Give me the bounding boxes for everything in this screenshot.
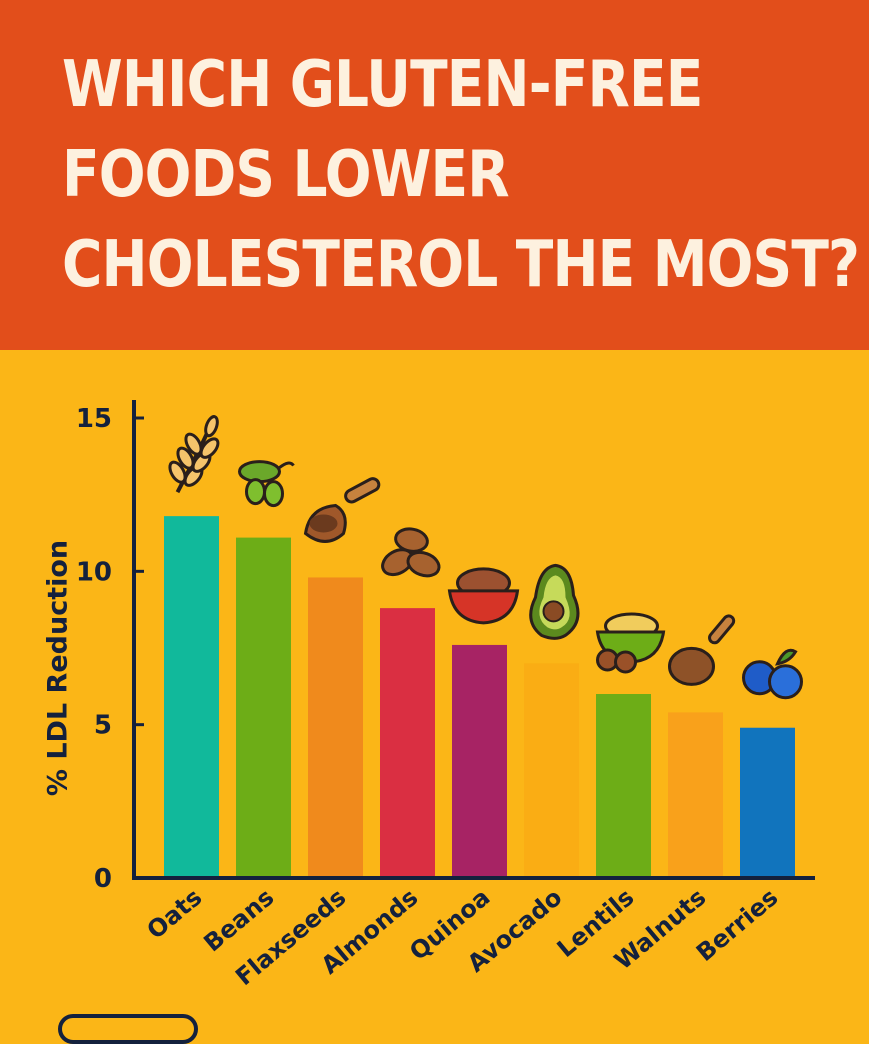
bar-lentils (596, 694, 651, 878)
almonds-icon (381, 527, 441, 578)
walnut-spoon-icon (668, 614, 736, 686)
title-line-2: FOODS LOWER (62, 138, 510, 212)
bar-berries (740, 727, 795, 878)
y-axis-label: % LDL Reduction (42, 539, 74, 797)
x-tick-label: Oats (142, 883, 208, 945)
title-line-1: WHICH GLUTEN-FREE (62, 48, 703, 122)
quinoa-bowl-icon (447, 567, 520, 625)
flaxseed-scoop-icon (303, 477, 381, 543)
bar-quinoa (452, 644, 507, 878)
bar-walnuts (668, 712, 723, 878)
bean-pod-icon (238, 460, 295, 508)
bottom-badge (58, 1014, 198, 1044)
bar-almonds (380, 608, 435, 878)
bar-beans (236, 537, 291, 878)
page-title: WHICH GLUTEN-FREE FOODS LOWER CHOLESTERO… (62, 40, 860, 310)
blueberries-icon (742, 648, 803, 700)
lentil-bowl-icon (595, 612, 666, 674)
title-line-3: CHOLESTEROL THE MOST? (62, 228, 860, 302)
wheat-icon (168, 415, 220, 494)
y-tick-label: 0 (94, 864, 112, 894)
bar-oats (164, 516, 219, 878)
bar-avocado (524, 663, 579, 878)
title-banner: WHICH GLUTEN-FREE FOODS LOWER CHOLESTERO… (0, 0, 869, 350)
avocado-icon (529, 563, 580, 640)
y-tick-label: 10 (76, 557, 112, 587)
bar-flaxseeds (308, 577, 363, 878)
bar-chart: 051015OatsBeansFlaxseedsAlmondsQuinoaAvo… (76, 400, 815, 991)
y-tick-label: 15 (76, 404, 112, 434)
x-tick-label: Berries (691, 883, 783, 967)
y-tick-label: 5 (94, 711, 112, 741)
